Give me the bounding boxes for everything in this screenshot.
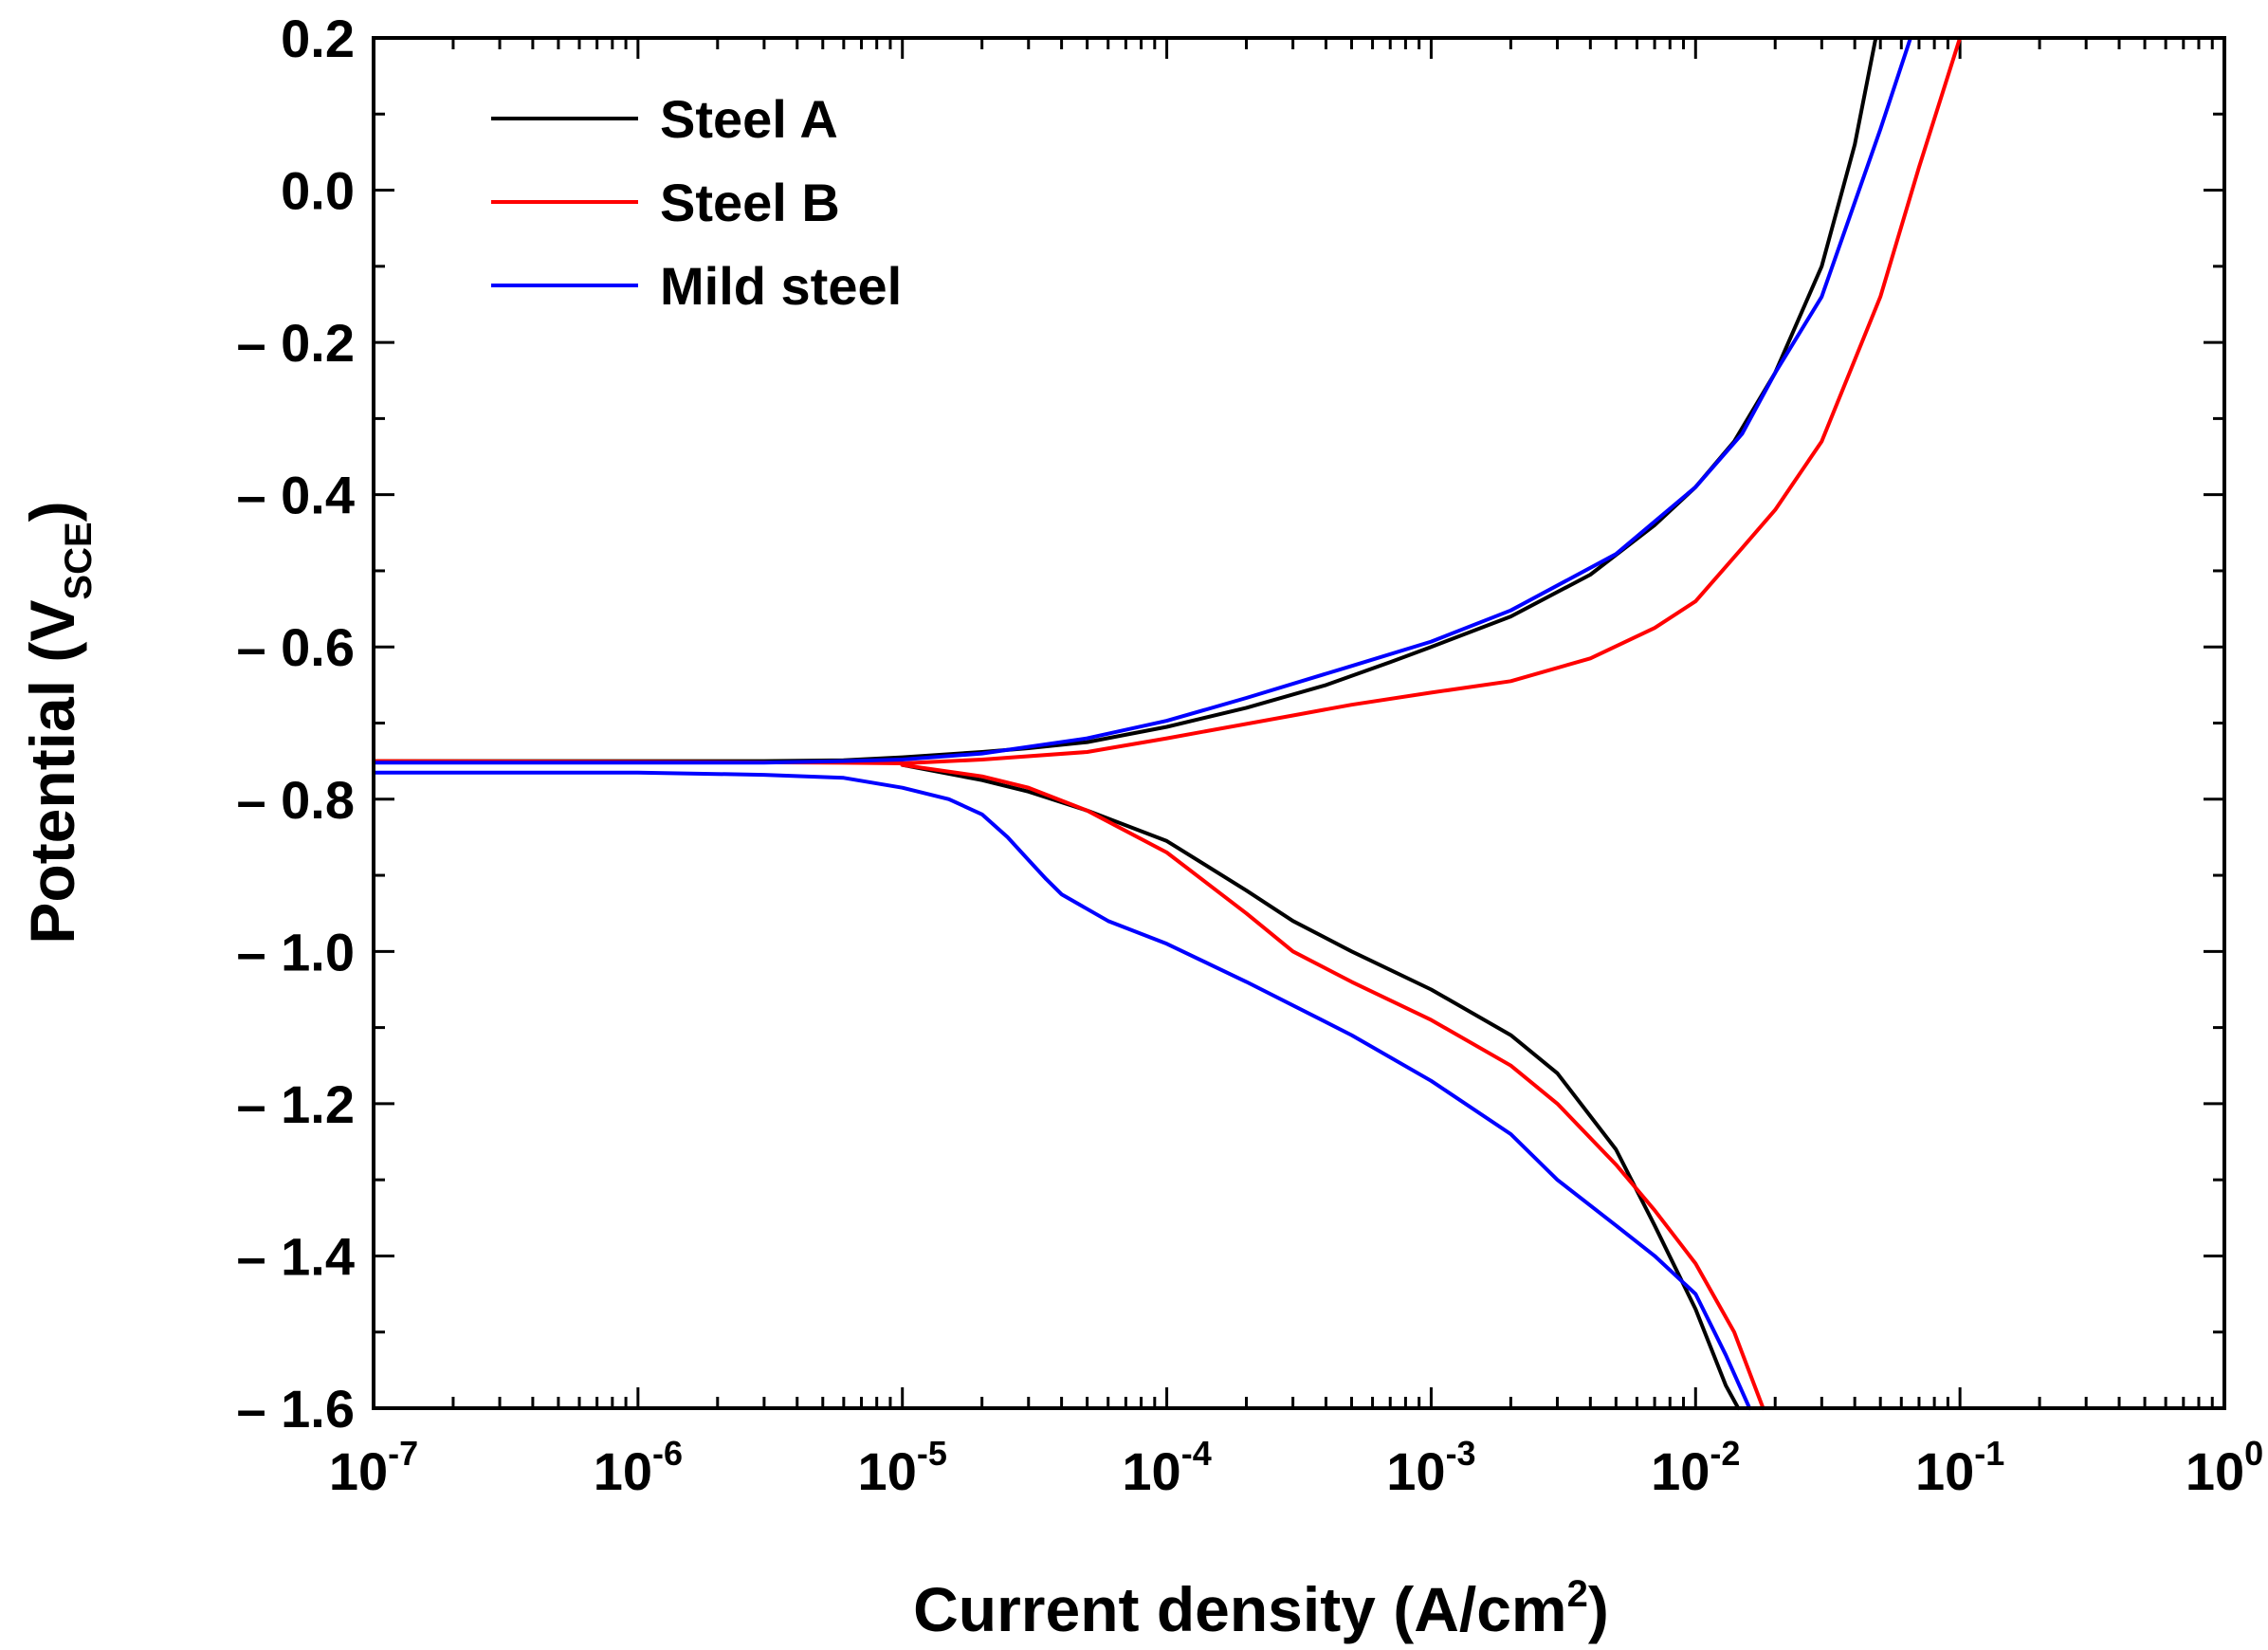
y-tick-label: – 1.2 bbox=[236, 1074, 355, 1134]
x-tick-exp: -4 bbox=[1181, 1434, 1212, 1473]
x-tick-base: 10 bbox=[594, 1441, 652, 1501]
y-tick-label: – 0.8 bbox=[236, 770, 355, 830]
x-tick-label: 100 bbox=[2186, 1434, 2263, 1501]
y-tick-labels: 0.2 0.0 – 0.2 – 0.4 – 0.6 – 0.8 – 1.0 – 1.2 – 1.… bbox=[236, 9, 355, 1439]
y-tick-label: – 0.6 bbox=[236, 617, 355, 677]
x-axis-label-main: Current density (A/cm bbox=[913, 1574, 1566, 1644]
x-tick-exp: -6 bbox=[652, 1434, 683, 1473]
y-axis-label-main: Potential (V bbox=[17, 600, 87, 944]
series-layer bbox=[372, 36, 1963, 1410]
legend-label-mild-steel: Mild steel bbox=[660, 256, 902, 316]
y-axis-label-close: ) bbox=[17, 501, 87, 522]
y-tick-label: – 1.0 bbox=[236, 922, 355, 981]
x-axis-label-close: ) bbox=[1588, 1574, 1609, 1644]
x-tick-exp: -7 bbox=[388, 1434, 418, 1473]
y-tick-label: – 1.4 bbox=[236, 1226, 355, 1286]
x-tick-base: 10 bbox=[2186, 1441, 2244, 1501]
x-tick-exp: -5 bbox=[917, 1434, 947, 1473]
y-tick-label: – 0.4 bbox=[236, 466, 355, 525]
y-tick-label: 0.2 bbox=[281, 9, 355, 68]
legend-label-steel-b: Steel B bbox=[660, 173, 840, 232]
legend: Steel A Steel B Mild steel bbox=[491, 89, 902, 316]
x-tick-label: 10-6 bbox=[594, 1434, 683, 1501]
x-tick-label: 10-4 bbox=[1122, 1434, 1211, 1501]
x-tick-exp: -2 bbox=[1710, 1434, 1740, 1473]
x-tick-label: 10-2 bbox=[1651, 1434, 1740, 1501]
y-tick-label: – 1.6 bbox=[236, 1379, 355, 1439]
series-line-mild-steel-anodic bbox=[372, 36, 1912, 765]
x-tick-exp: -3 bbox=[1446, 1434, 1476, 1473]
x-tick-base: 10 bbox=[1122, 1441, 1180, 1501]
x-tick-base: 10 bbox=[329, 1441, 388, 1501]
x-tick-base: 10 bbox=[1651, 1441, 1710, 1501]
y-axis-label: Potential (VSCE) bbox=[17, 501, 100, 944]
y-tick-label: – 0.2 bbox=[236, 313, 355, 373]
series-line-steel-a-anodic bbox=[372, 36, 1878, 763]
legend-label-steel-a: Steel A bbox=[660, 89, 838, 149]
x-tick-labels: 10-7 10-6 10-5 10-4 10-3 10-2 10-1 100 bbox=[329, 1434, 2263, 1501]
x-tick-exp: -1 bbox=[1974, 1434, 2004, 1473]
series-line-mild-steel-cathodic bbox=[372, 770, 1752, 1410]
x-axis-label-sup: 2 bbox=[1567, 1573, 1588, 1615]
x-tick-label: 10-1 bbox=[1915, 1434, 2004, 1501]
x-tick-label: 10-3 bbox=[1386, 1434, 1475, 1501]
series-line-steel-b-cathodic bbox=[900, 762, 1765, 1410]
x-tick-base: 10 bbox=[1915, 1441, 1974, 1501]
x-tick-base: 10 bbox=[858, 1441, 917, 1501]
y-axis-label-sub: SCE bbox=[58, 522, 100, 599]
x-tick-exp: 0 bbox=[2244, 1434, 2263, 1473]
x-tick-label: 10-7 bbox=[329, 1434, 418, 1501]
axis-ticks bbox=[372, 36, 2226, 1410]
y-tick-label: 0.0 bbox=[281, 161, 355, 221]
plot-frame bbox=[372, 36, 2226, 1410]
x-tick-base: 10 bbox=[1386, 1441, 1445, 1501]
x-tick-label: 10-5 bbox=[858, 1434, 947, 1501]
x-axis-label: Current density (A/cm2) bbox=[913, 1573, 1609, 1644]
series-line-steel-b-anodic bbox=[372, 36, 1963, 765]
